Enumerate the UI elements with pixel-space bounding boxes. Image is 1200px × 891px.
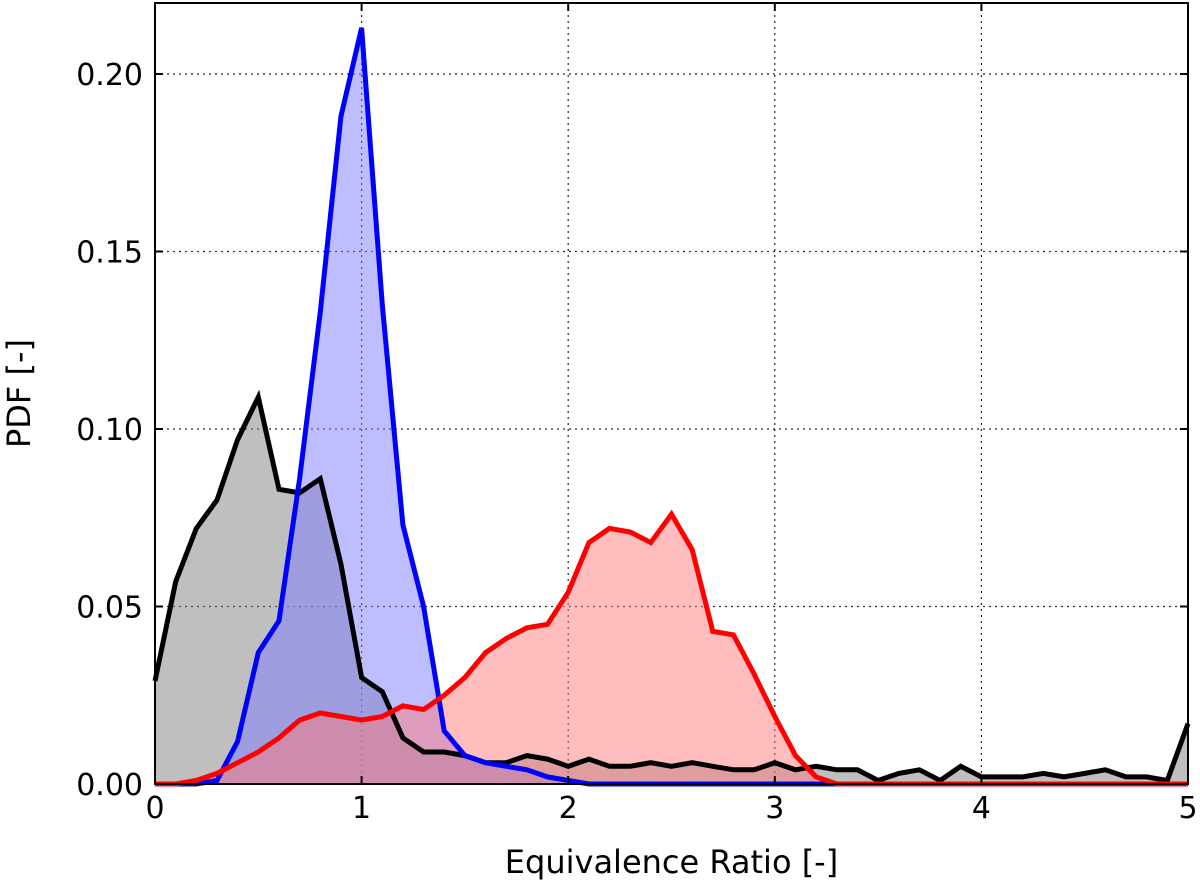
y-tick-label: 0.20 xyxy=(76,58,143,93)
series-2-area xyxy=(155,514,1188,784)
x-tick-label: 5 xyxy=(1178,791,1197,826)
x-tick-label: 0 xyxy=(145,791,164,826)
x-tick-label: 3 xyxy=(765,791,784,826)
x-tick-label: 1 xyxy=(352,791,371,826)
series-1-area xyxy=(155,27,1188,784)
x-tick-label: 2 xyxy=(559,791,578,826)
plot-frame xyxy=(154,2,1189,785)
y-tick-label: 0.10 xyxy=(76,413,143,448)
series-0-line xyxy=(152,389,1191,784)
tick-layer: 0 1 2 3 4 5 0.00 0.05 0.10 0.15 0.20 xyxy=(76,3,1198,826)
y-tick-label: 0.05 xyxy=(76,591,143,626)
y-tick-label: 0.15 xyxy=(76,236,143,271)
y-axis-label: PDF [-] xyxy=(0,339,38,448)
x-axis-label: Equivalence Ratio [-] xyxy=(505,843,838,881)
y-tick-label: 0.00 xyxy=(76,768,143,803)
series-layer xyxy=(152,27,1191,787)
x-tick-label: 4 xyxy=(972,791,991,826)
series-2-line xyxy=(155,509,1188,787)
